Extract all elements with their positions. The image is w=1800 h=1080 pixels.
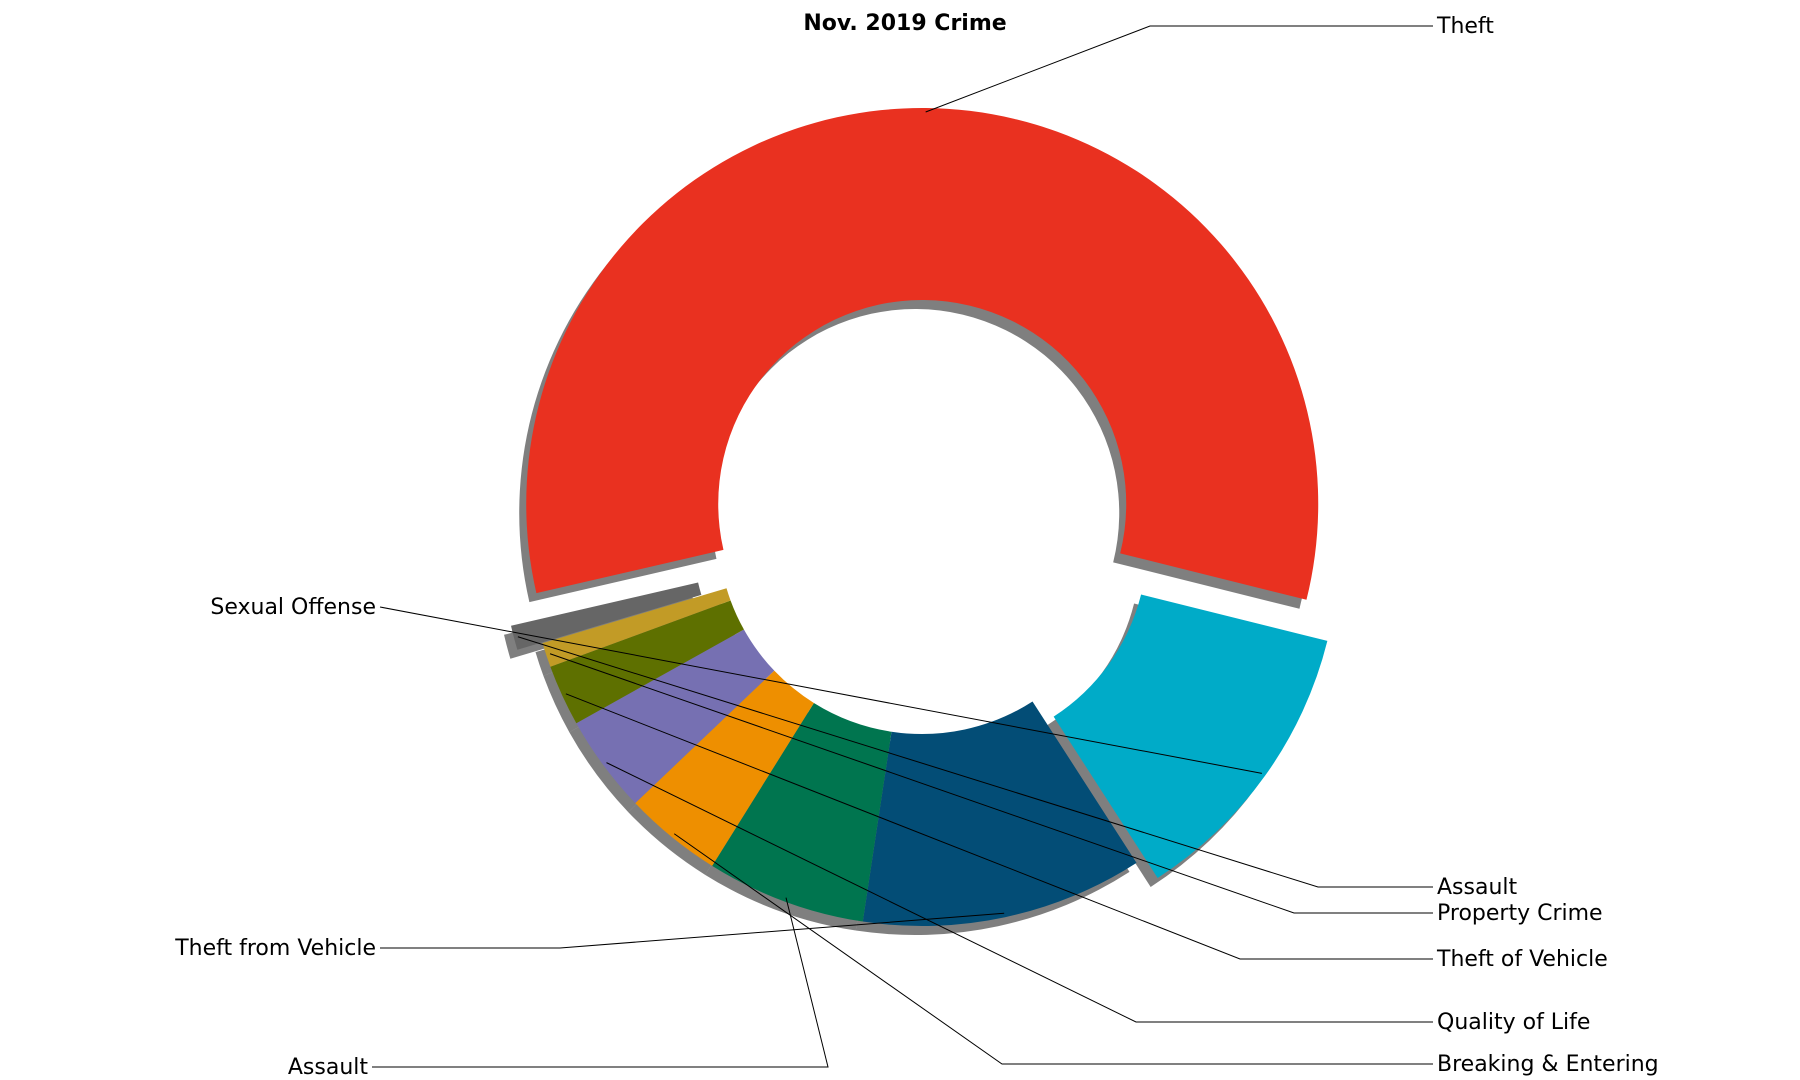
leader-assault-3 (372, 897, 829, 1068)
label-breaking-entering-4: Breaking & Entering (1437, 1052, 1659, 1077)
label-assault-3: Assault (288, 1055, 369, 1080)
label-theft-of-vehicle-6: Theft of Vehicle (1436, 947, 1608, 972)
slice-sexual-offense-1 (1053, 594, 1328, 878)
slice-labels: Theft Sexual Offense Theft from Vehicle Ass… (174, 14, 1658, 1080)
slice-breaking-entering-4 (635, 670, 814, 866)
label-theft-0: Theft (1436, 14, 1494, 39)
leader-theft-0 (925, 25, 1433, 113)
slice-quality-of-life-5 (576, 629, 775, 804)
label-theft-from-vehicle-2: Theft from Vehicle (174, 936, 376, 961)
slice-property-crime-7 (542, 588, 731, 667)
chart-title: Nov. 2019 Crime (803, 11, 1006, 36)
slice-theft-from-vehicle-2 (862, 701, 1137, 927)
label-property-crime-7: Property Crime (1437, 901, 1603, 926)
slice-theft-of-vehicle-6 (550, 600, 744, 724)
leader-lines (372, 25, 1433, 1068)
slices (511, 108, 1328, 927)
leader-theft-from-vehicle-2 (380, 912, 1005, 949)
slice-assault-3 (712, 703, 892, 922)
label-quality-of-life-5: Quality of Life (1437, 1010, 1590, 1035)
leader-theft-of-vehicle-6 (565, 693, 1433, 960)
leader-sexual-offense-1 (379, 606, 1262, 774)
leader-property-crime-7 (549, 653, 1433, 914)
slice-assault-8 (511, 582, 702, 650)
label-sexual-offense-1: Sexual Offense (210, 595, 376, 620)
leader-quality-of-life-5 (606, 762, 1433, 1023)
leader-assault-8 (517, 636, 1433, 888)
label-assault-8: Assault (1437, 875, 1518, 900)
leader-breaking-entering-4 (673, 833, 1433, 1065)
slice-theft-0 (526, 108, 1319, 600)
